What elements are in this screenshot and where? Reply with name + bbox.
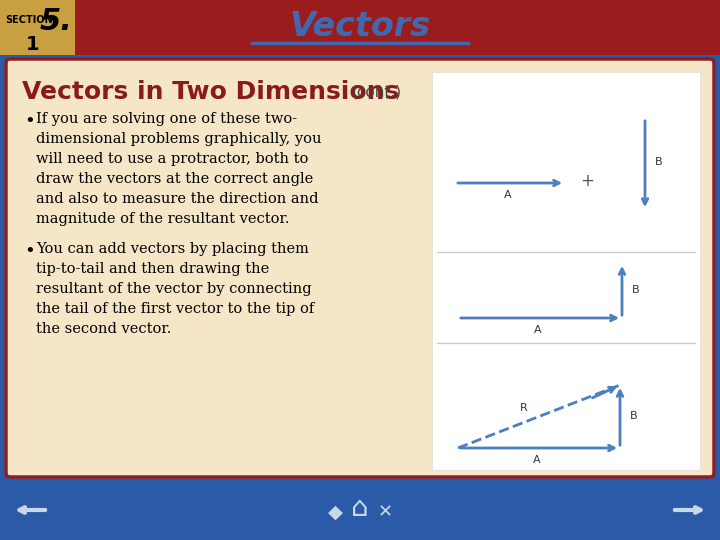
Text: 5.: 5. bbox=[40, 8, 73, 37]
Text: A: A bbox=[534, 325, 542, 335]
FancyBboxPatch shape bbox=[0, 0, 720, 55]
Text: tip-to-tail and then drawing the: tip-to-tail and then drawing the bbox=[36, 262, 269, 276]
Text: If you are solving one of these two-: If you are solving one of these two- bbox=[36, 112, 297, 126]
Text: B: B bbox=[632, 285, 639, 295]
Text: Vectors in Two Dimensions: Vectors in Two Dimensions bbox=[22, 80, 400, 104]
FancyBboxPatch shape bbox=[432, 72, 700, 470]
Text: B: B bbox=[655, 157, 662, 167]
Text: resultant of the vector by connecting: resultant of the vector by connecting bbox=[36, 282, 312, 296]
Text: SECTION: SECTION bbox=[5, 15, 53, 25]
Text: draw the vectors at the correct angle: draw the vectors at the correct angle bbox=[36, 172, 313, 186]
Text: 1: 1 bbox=[26, 36, 40, 55]
Text: the second vector.: the second vector. bbox=[36, 322, 171, 336]
Text: will need to use a protractor, both to: will need to use a protractor, both to bbox=[36, 152, 308, 166]
Text: the tail of the first vector to the tip of: the tail of the first vector to the tip … bbox=[36, 302, 314, 316]
FancyBboxPatch shape bbox=[0, 55, 720, 63]
Text: and also to measure the direction and: and also to measure the direction and bbox=[36, 192, 318, 206]
Text: (cont.): (cont.) bbox=[352, 84, 402, 99]
Text: ✕: ✕ bbox=[377, 503, 392, 521]
Text: •: • bbox=[24, 242, 35, 260]
FancyBboxPatch shape bbox=[0, 0, 75, 55]
Text: magnitude of the resultant vector.: magnitude of the resultant vector. bbox=[36, 212, 289, 226]
Text: ◆: ◆ bbox=[328, 503, 343, 522]
Text: dimensional problems graphically, you: dimensional problems graphically, you bbox=[36, 132, 322, 146]
Text: R: R bbox=[520, 403, 528, 413]
Text: •: • bbox=[24, 112, 35, 130]
Text: You can add vectors by placing them: You can add vectors by placing them bbox=[36, 242, 309, 256]
Text: A: A bbox=[534, 455, 541, 465]
FancyBboxPatch shape bbox=[6, 59, 714, 477]
Text: ⌂: ⌂ bbox=[351, 494, 369, 522]
Text: B: B bbox=[630, 411, 638, 421]
Text: +: + bbox=[580, 172, 594, 190]
Text: A: A bbox=[504, 190, 512, 200]
Text: Vectors: Vectors bbox=[289, 10, 431, 44]
FancyBboxPatch shape bbox=[0, 480, 720, 540]
